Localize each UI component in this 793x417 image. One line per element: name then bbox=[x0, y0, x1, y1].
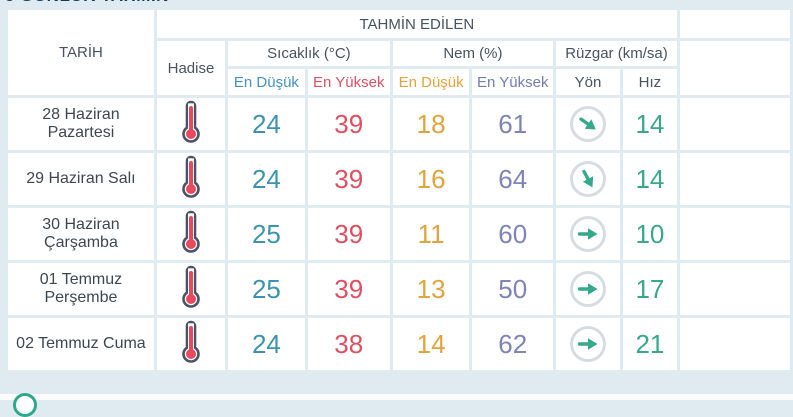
event-cell bbox=[156, 153, 226, 205]
humidity-min-value: 16 bbox=[392, 153, 470, 205]
subheader-humidity-min: En Düşük bbox=[392, 69, 470, 95]
cutoff-column-cell bbox=[679, 263, 790, 315]
temp-min-value: 25 bbox=[228, 208, 305, 260]
column-header-wind: Rüzgar (km/sa) bbox=[556, 41, 677, 66]
table-row: 30 Haziran Çarşamba 25 39 11 60 10 bbox=[8, 208, 790, 260]
thermometer-icon bbox=[182, 100, 200, 143]
thermometer-icon bbox=[182, 320, 200, 363]
temp-max-value: 39 bbox=[307, 263, 390, 315]
table-row: 29 Haziran Salı 24 39 16 64 14 bbox=[8, 153, 790, 205]
temp-min-value: 24 bbox=[228, 153, 305, 205]
subheader-humidity-max: En Yüksek bbox=[472, 69, 554, 95]
humidity-max-value: 62 bbox=[472, 318, 554, 370]
temp-min-value: 24 bbox=[228, 98, 305, 150]
humidity-min-value: 11 bbox=[392, 208, 470, 260]
wind-speed-value: 17 bbox=[622, 263, 677, 315]
forecast-table: TARİH TAHMİN EDİLEN Hadise Sıcaklık (°C)… bbox=[5, 7, 793, 373]
humidity-max-value: 50 bbox=[472, 263, 554, 315]
temp-max-value: 39 bbox=[307, 98, 390, 150]
wind-direction-icon bbox=[569, 326, 606, 362]
event-cell bbox=[156, 98, 226, 150]
date-cell: 29 Haziran Salı bbox=[8, 153, 154, 205]
temp-max-value: 39 bbox=[307, 153, 390, 205]
wind-speed-value: 10 bbox=[622, 208, 677, 260]
column-header-date: TARİH bbox=[8, 10, 154, 95]
wind-speed-value: 14 bbox=[622, 153, 677, 205]
footer-panel bbox=[0, 394, 793, 400]
date-cell: 02 Temmuz Cuma bbox=[8, 318, 154, 370]
humidity-max-value: 64 bbox=[472, 153, 554, 205]
wind-direction-icon bbox=[569, 161, 606, 197]
temp-max-value: 38 bbox=[307, 318, 390, 370]
info-icon bbox=[13, 393, 37, 417]
temp-min-value: 25 bbox=[228, 263, 305, 315]
column-header-humidity: Nem (%) bbox=[392, 41, 554, 66]
subheader-wind-speed: Hız bbox=[622, 69, 677, 95]
wind-direction-cell bbox=[556, 208, 620, 260]
wind-direction-cell bbox=[556, 98, 620, 150]
wind-speed-value: 14 bbox=[622, 98, 677, 150]
thermometer-icon bbox=[182, 155, 200, 198]
wind-direction-icon bbox=[569, 216, 606, 252]
page-title: 5 GÜNLÜK TAHMİN bbox=[5, 0, 169, 6]
wind-direction-cell bbox=[556, 318, 620, 370]
cutoff-column-cell bbox=[679, 98, 790, 150]
subheader-temp-min: En Düşük bbox=[228, 69, 305, 95]
temp-max-value: 39 bbox=[307, 208, 390, 260]
thermometer-icon bbox=[182, 265, 200, 308]
cutoff-column-cell bbox=[679, 153, 790, 205]
cutoff-column-cell bbox=[679, 10, 790, 38]
event-cell bbox=[156, 208, 226, 260]
table-row: 28 Haziran Pazartesi 24 39 18 61 14 bbox=[8, 98, 790, 150]
subheader-temp-max: En Yüksek bbox=[307, 69, 390, 95]
date-cell: 30 Haziran Çarşamba bbox=[8, 208, 154, 260]
table-row: 02 Temmuz Cuma 24 38 14 62 21 bbox=[8, 318, 790, 370]
humidity-max-value: 60 bbox=[472, 208, 554, 260]
temp-min-value: 24 bbox=[228, 318, 305, 370]
thermometer-icon bbox=[182, 210, 200, 253]
column-header-event: Hadise bbox=[156, 41, 226, 95]
wind-speed-value: 21 bbox=[622, 318, 677, 370]
humidity-min-value: 18 bbox=[392, 98, 470, 150]
wind-direction-cell bbox=[556, 263, 620, 315]
cutoff-column-cell bbox=[679, 208, 790, 260]
column-header-temperature: Sıcaklık (°C) bbox=[228, 41, 390, 66]
event-cell bbox=[156, 318, 226, 370]
cutoff-column-cell bbox=[679, 318, 790, 370]
column-header-predicted: TAHMİN EDİLEN bbox=[156, 10, 677, 38]
humidity-max-value: 61 bbox=[472, 98, 554, 150]
event-cell bbox=[156, 263, 226, 315]
humidity-min-value: 13 bbox=[392, 263, 470, 315]
subheader-wind-direction: Yön bbox=[556, 69, 620, 95]
table-row: 01 Temmuz Perşembe 25 39 13 50 17 bbox=[8, 263, 790, 315]
wind-direction-cell bbox=[556, 153, 620, 205]
wind-direction-icon bbox=[569, 106, 606, 142]
humidity-min-value: 14 bbox=[392, 318, 470, 370]
date-cell: 01 Temmuz Perşembe bbox=[8, 263, 154, 315]
cutoff-column-cell bbox=[679, 41, 790, 95]
date-cell: 28 Haziran Pazartesi bbox=[8, 98, 154, 150]
wind-direction-icon bbox=[569, 271, 606, 307]
